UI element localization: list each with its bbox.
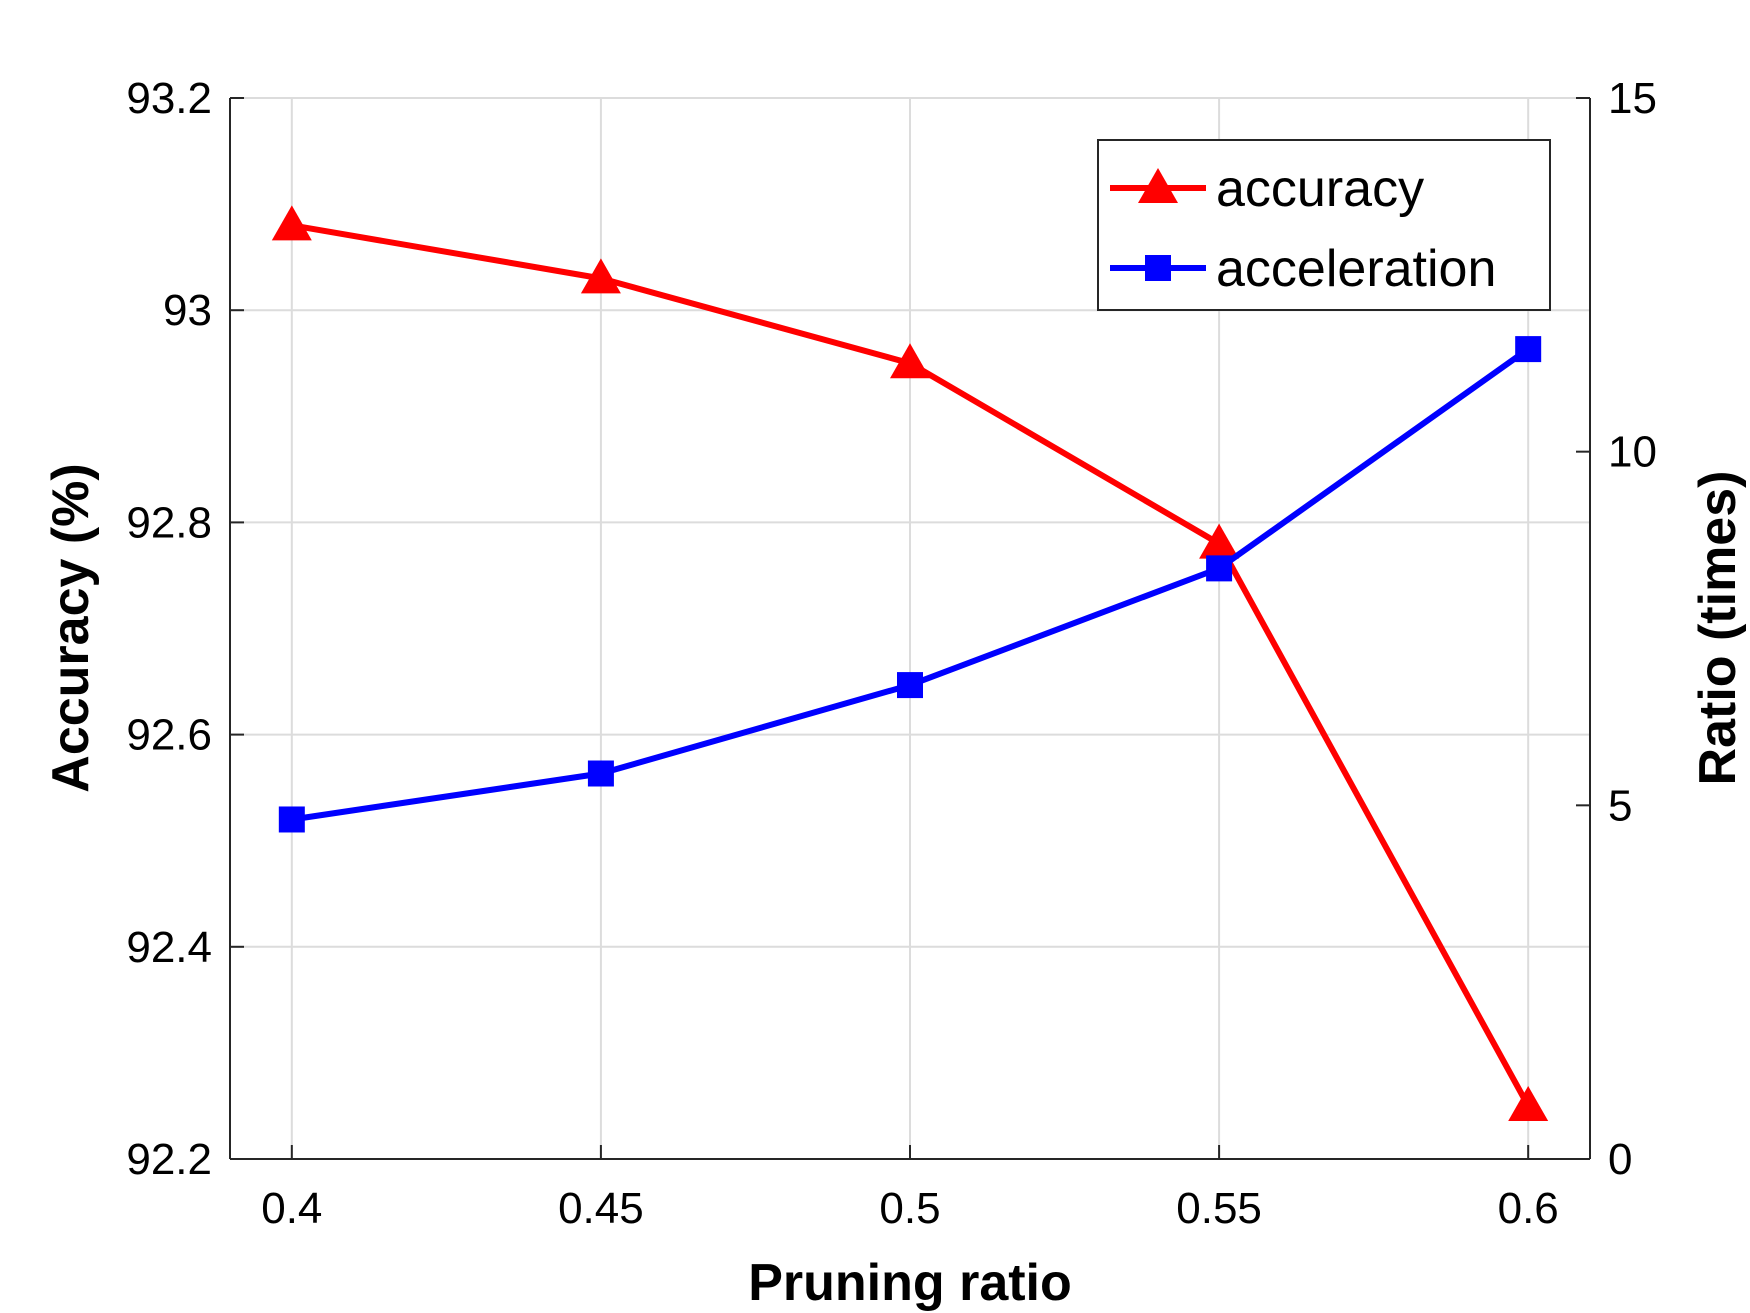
accuracy-point-4 — [1508, 1085, 1549, 1121]
acceleration-point-1 — [587, 760, 614, 787]
acceleration-point-3 — [1206, 555, 1233, 582]
legend-marker-accuracy — [1138, 168, 1178, 203]
y-axis-right-title: Ratio (times) — [1689, 471, 1747, 786]
acceleration-point-4 — [1515, 336, 1542, 363]
x-tick-label-3: 0.55 — [1176, 1184, 1262, 1233]
x-tick-label-1: 0.45 — [558, 1184, 644, 1233]
y-right-tick-label-3: 15 — [1608, 74, 1657, 123]
acceleration-point-2 — [897, 672, 923, 699]
series-layer — [271, 205, 1549, 1121]
y-axis-left-title: Accuracy (%) — [42, 463, 100, 792]
acceleration-point-0 — [278, 806, 305, 833]
y-left-tick-label-0: 92.2 — [126, 1135, 212, 1184]
y-left-tick-label-5: 93.2 — [126, 74, 212, 123]
legend-box — [1097, 139, 1551, 311]
x-tick-label-0: 0.4 — [261, 1184, 322, 1233]
x-tick-label-4: 0.6 — [1498, 1184, 1559, 1233]
x-tick-label-2: 0.5 — [879, 1184, 940, 1233]
legend-label-acceleration: acceleration — [1216, 240, 1496, 298]
legend-label-accuracy: accuracy — [1216, 160, 1424, 218]
y-left-tick-label-3: 92.8 — [126, 498, 212, 547]
y-right-tick-label-0: 0 — [1608, 1135, 1632, 1184]
accuracy-point-2 — [890, 343, 930, 379]
legend: accuracy acceleration — [1097, 139, 1551, 311]
accuracy-point-3 — [1199, 523, 1240, 559]
y-right-tick-label-2: 10 — [1608, 428, 1657, 477]
x-axis-title: Pruning ratio — [748, 1254, 1072, 1312]
accuracy-point-1 — [580, 258, 621, 294]
axes — [229, 97, 1591, 1160]
tick-labels: 0.4 0.45 0.5 0.55 0.6 92.2 92.4 92.6 92.8 93 93.2 0… — [126, 74, 1657, 1233]
legend-marker-acceleration — [1145, 255, 1171, 281]
y-left-tick-label-2: 92.6 — [126, 711, 212, 760]
y-left-tick-label-4: 93 — [163, 286, 212, 335]
y-right-tick-label-1: 5 — [1608, 781, 1632, 830]
accuracy-point-0 — [271, 205, 312, 241]
y-left-tick-label-1: 92.4 — [126, 923, 212, 972]
